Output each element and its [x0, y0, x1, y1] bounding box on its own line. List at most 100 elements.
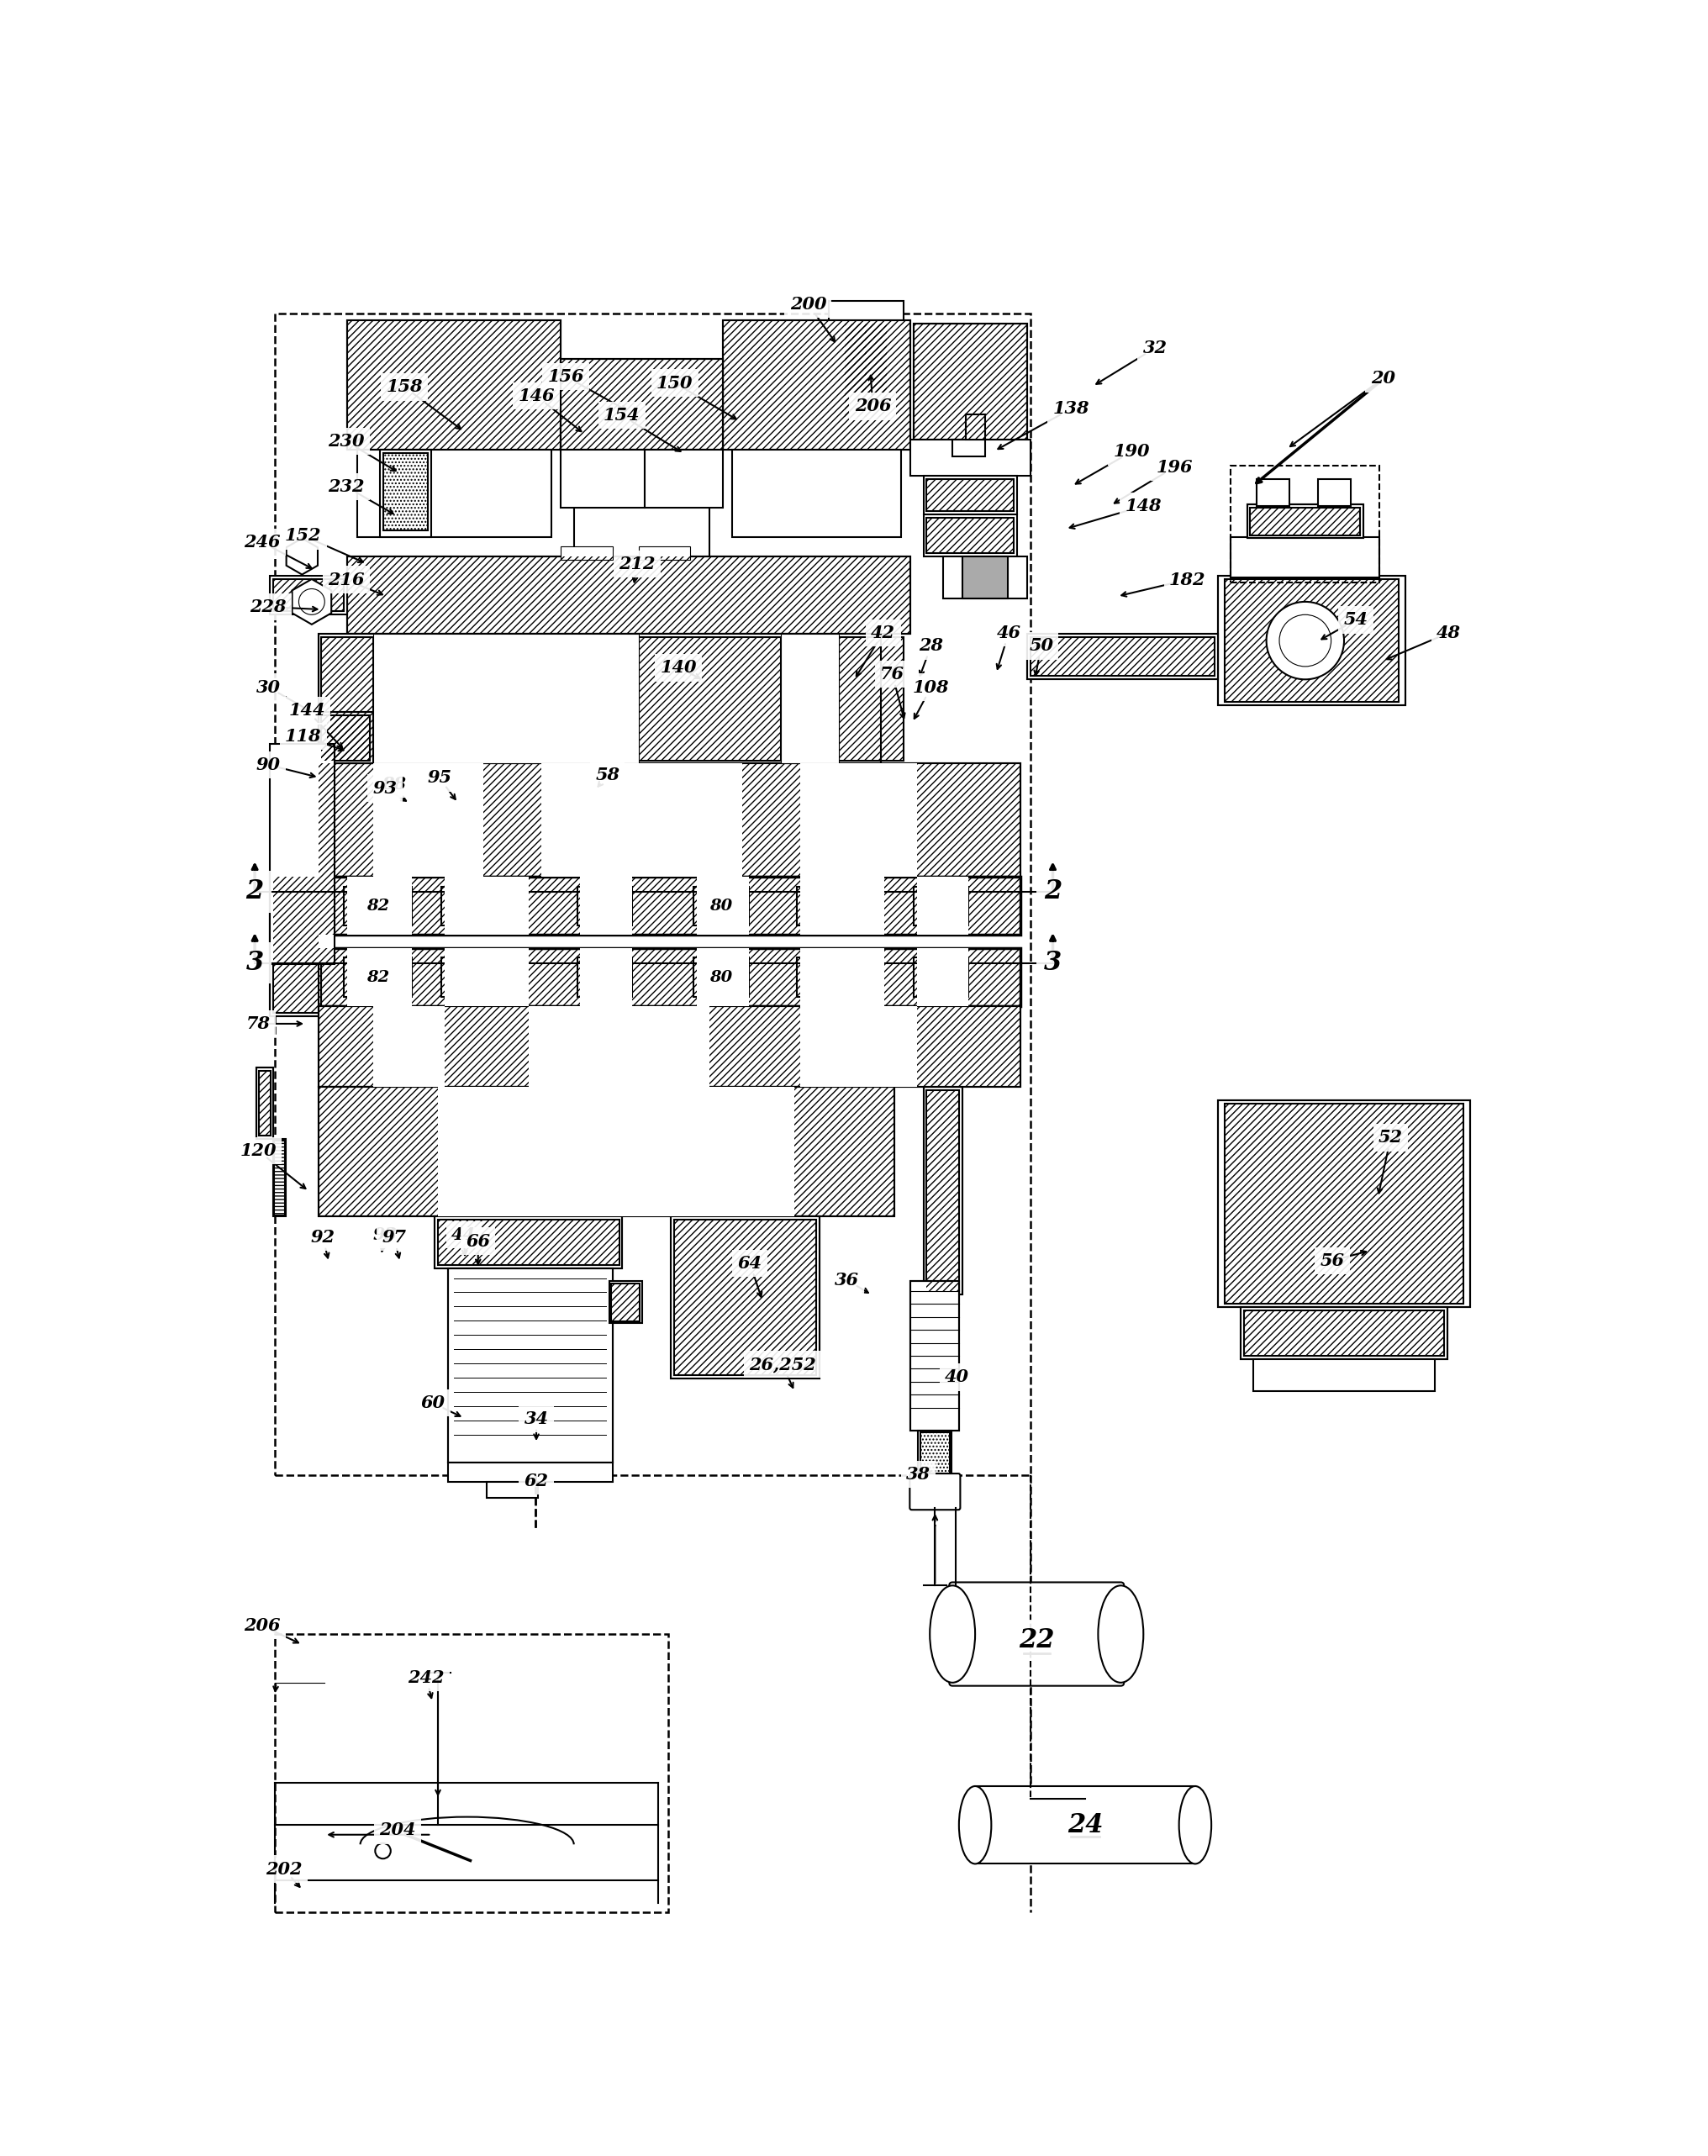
Bar — [273, 1141, 285, 1216]
Bar — [611, 1283, 639, 1322]
Bar — [910, 1281, 958, 1429]
Text: 20: 20 — [1370, 371, 1394, 386]
Bar — [256, 1067, 273, 1138]
Bar — [922, 476, 1016, 515]
Text: 38: 38 — [905, 1466, 929, 1483]
Bar — [560, 548, 613, 561]
Bar — [347, 321, 560, 451]
Text: 22: 22 — [1018, 1628, 1054, 1654]
Bar — [1250, 509, 1360, 535]
Bar — [799, 877, 885, 936]
Text: 120: 120 — [239, 1143, 277, 1160]
Text: 148: 148 — [1124, 498, 1161, 515]
Text: 62: 62 — [524, 1473, 548, 1490]
Text: 56: 56 — [1320, 1253, 1344, 1270]
Bar — [832, 425, 898, 442]
Text: 32: 32 — [1143, 341, 1167, 356]
Circle shape — [1266, 602, 1344, 679]
Bar — [441, 886, 512, 925]
Text: 138: 138 — [1052, 401, 1088, 418]
Bar — [919, 1432, 950, 1473]
Bar — [922, 1087, 962, 1294]
Bar — [318, 711, 372, 763]
Bar — [383, 453, 429, 530]
Bar — [1030, 638, 1214, 677]
Bar — [1250, 509, 1360, 535]
Bar — [321, 716, 371, 761]
Bar — [560, 451, 644, 509]
Bar — [1027, 634, 1218, 679]
Bar — [1254, 1358, 1435, 1391]
Bar — [1240, 1307, 1447, 1358]
Text: 36: 36 — [835, 1272, 859, 1289]
Bar — [347, 556, 910, 634]
Bar — [318, 1087, 893, 1216]
Text: 30: 30 — [256, 679, 280, 696]
Ellipse shape — [1179, 1785, 1211, 1863]
Text: 158: 158 — [386, 379, 422, 395]
Bar — [347, 877, 412, 936]
Bar — [275, 1634, 668, 1912]
Text: 232: 232 — [328, 479, 364, 496]
Text: 58: 58 — [594, 768, 620, 783]
Bar — [917, 1429, 951, 1475]
Bar — [372, 1007, 444, 1087]
Bar — [347, 949, 412, 1007]
Bar — [926, 479, 1013, 511]
Bar — [577, 957, 632, 996]
Text: 92: 92 — [311, 1229, 335, 1246]
Bar — [343, 957, 412, 996]
Bar — [644, 451, 722, 509]
Ellipse shape — [958, 1785, 991, 1863]
Bar — [910, 440, 1030, 476]
Bar — [926, 1091, 958, 1291]
Bar — [828, 302, 904, 323]
Bar — [343, 886, 412, 925]
Bar — [273, 1138, 285, 1216]
Bar — [275, 315, 1030, 1475]
Bar — [799, 763, 917, 877]
Bar — [437, 1087, 794, 1216]
Bar — [273, 580, 343, 612]
Bar — [943, 556, 1027, 599]
Bar — [1230, 466, 1378, 582]
Bar — [733, 451, 900, 537]
Bar — [799, 1007, 917, 1087]
Text: 44: 44 — [451, 1227, 477, 1244]
Bar — [675, 1220, 816, 1376]
Text: 118: 118 — [285, 729, 321, 744]
Bar — [796, 957, 864, 996]
Text: 228: 228 — [249, 599, 287, 614]
Text: 156: 156 — [548, 369, 584, 386]
Bar — [917, 877, 968, 936]
Bar — [914, 323, 1027, 440]
Bar — [541, 763, 741, 877]
Bar — [839, 638, 904, 761]
Bar — [528, 1007, 709, 1087]
Text: 80: 80 — [709, 899, 731, 914]
Text: 60: 60 — [420, 1395, 444, 1412]
Text: 78: 78 — [246, 1015, 270, 1033]
Text: 80: 80 — [709, 970, 731, 985]
Bar — [1223, 1104, 1464, 1304]
Text: 82: 82 — [366, 899, 389, 914]
Text: 212: 212 — [618, 556, 656, 573]
Bar — [560, 360, 722, 451]
Bar — [1218, 1100, 1469, 1307]
Bar — [273, 877, 318, 1013]
Circle shape — [376, 1843, 391, 1858]
Bar — [347, 556, 910, 634]
Bar — [864, 323, 886, 418]
Bar — [444, 949, 528, 1007]
Text: 246: 246 — [244, 535, 280, 550]
Bar — [318, 877, 1020, 936]
Text: 242: 242 — [408, 1669, 444, 1686]
Text: 93: 93 — [372, 780, 396, 796]
Bar — [722, 321, 910, 451]
Bar — [321, 638, 372, 761]
Bar — [273, 1141, 285, 1216]
Bar — [318, 877, 1020, 936]
Text: 154: 154 — [603, 407, 640, 425]
Bar — [610, 1281, 642, 1324]
Bar — [675, 1220, 816, 1376]
